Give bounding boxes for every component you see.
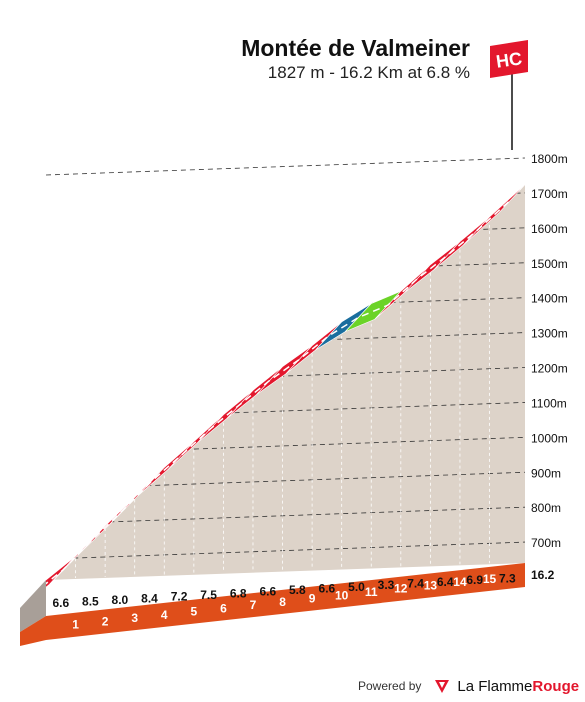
km-number-label: 13 bbox=[424, 579, 438, 593]
brand-name: La FlammeRouge bbox=[457, 678, 579, 695]
km-verticals bbox=[75, 218, 490, 578]
end-distance-label: 16.2 bbox=[531, 568, 555, 582]
altitude-tick-label: 1400m bbox=[531, 292, 568, 306]
km-number-label: 15 bbox=[483, 572, 497, 586]
base-side-band bbox=[20, 616, 46, 646]
altitude-tick-label: 1300m bbox=[531, 327, 568, 341]
km-gradient-label: 6.6 bbox=[259, 585, 276, 599]
km-number-label: 2 bbox=[102, 615, 109, 629]
km-number-labels: 1 2 3 4 5 6 7 8 9 10 11 12 13 14 15 bbox=[72, 572, 496, 632]
altitude-gridline bbox=[225, 402, 526, 414]
km-number-label: 7 bbox=[250, 598, 257, 612]
altitude-tick-label: 1500m bbox=[531, 257, 568, 271]
km-gradient-label: 7.5 bbox=[200, 588, 217, 602]
km-number-label: 5 bbox=[190, 605, 197, 619]
altitude-tick-label: 700m bbox=[531, 536, 561, 550]
flamme-rouge-logo-icon bbox=[435, 680, 450, 693]
km-gradient-label: 3.3 bbox=[378, 578, 395, 592]
km-number-label: 14 bbox=[453, 575, 467, 589]
km-gradient-label: 6.8 bbox=[230, 586, 247, 600]
altitude-gridline bbox=[109, 506, 526, 523]
altitude-tick-label: 1100m bbox=[531, 396, 567, 410]
km-number-label: 10 bbox=[335, 588, 349, 602]
km-gradient-label: 8.5 bbox=[82, 595, 99, 609]
altitude-gridline bbox=[73, 541, 526, 559]
km-gradient-label: 6.6 bbox=[52, 596, 69, 610]
km-gradient-label: 5.0 bbox=[348, 580, 365, 594]
km-gradient-label: 6.6 bbox=[319, 581, 336, 595]
altitude-tick-label: 1800m bbox=[531, 152, 568, 166]
altitude-tick-label: 800m bbox=[531, 501, 561, 515]
km-number-label: 12 bbox=[394, 582, 408, 596]
km-gradient-label: 8.4 bbox=[141, 591, 158, 605]
base-front-band bbox=[46, 563, 525, 640]
km-gradient-label: 7.4 bbox=[407, 577, 424, 591]
km-gradient-label: 5.8 bbox=[289, 583, 306, 597]
altitude-tick-label: 1700m bbox=[531, 187, 568, 201]
altitude-gridline bbox=[372, 297, 526, 304]
brand-name-second: Rouge bbox=[532, 677, 580, 695]
km-number-label: 11 bbox=[365, 585, 378, 599]
altitude-gridline bbox=[146, 471, 526, 487]
base-side-face bbox=[20, 580, 46, 632]
km-gradient-label: 6.4 bbox=[437, 575, 454, 589]
km-number-label: 1 bbox=[72, 618, 79, 632]
climb-title-block: Montée de Valmeiner 1827 m - 16.2 Km at … bbox=[241, 34, 470, 84]
altitude-gridline bbox=[45, 157, 526, 176]
altitude-tick-label: 900m bbox=[531, 466, 561, 480]
hc-badge-shape bbox=[490, 40, 528, 78]
km-gradient-labels: 6.6 8.5 8.0 8.4 7.2 7.5 6.8 6.6 5.8 6.6 5.0 3.3 7.4 6… bbox=[52, 571, 516, 610]
terrain-area bbox=[46, 184, 525, 580]
altitude-gridline bbox=[270, 367, 526, 377]
climb-title: Montée de Valmeiner bbox=[241, 35, 470, 61]
altitude-gridline bbox=[319, 332, 526, 341]
hc-category-badge: HC bbox=[490, 40, 528, 78]
altitude-gridline bbox=[428, 262, 526, 267]
altitude-tick-label: 1600m bbox=[531, 222, 568, 236]
km-number-label: 9 bbox=[309, 592, 316, 606]
km-gradient-label: 6.9 bbox=[466, 573, 483, 587]
altitude-gridline bbox=[184, 436, 526, 450]
hc-badge-label: HC bbox=[495, 48, 524, 71]
footer: Powered by La FlammeRouge bbox=[358, 676, 579, 696]
road-segment bbox=[463, 184, 526, 246]
altitude-tick-label: 1200m bbox=[531, 362, 568, 376]
brand-name-first: La Flamme bbox=[457, 677, 533, 695]
altitude-tick-label: 1000m bbox=[531, 431, 568, 445]
km-number-label: 4 bbox=[161, 608, 168, 622]
km-gradient-label: 8.0 bbox=[112, 593, 129, 607]
road-centerline bbox=[32, 198, 513, 595]
altitude-gridlines bbox=[45, 157, 526, 559]
km-gradient-label: 7.2 bbox=[171, 590, 188, 604]
climb-stats: 1827 m - 16.2 Km at 6.8 % bbox=[267, 63, 470, 82]
km-number-label: 3 bbox=[131, 611, 138, 625]
powered-by-label: Powered by bbox=[358, 679, 422, 693]
altitude-ticks: 700m 800m 900m 1000m 1100m 1200m 1300m 1400m 150… bbox=[531, 152, 568, 550]
km-number-label: 8 bbox=[279, 595, 286, 609]
km-number-label: 6 bbox=[220, 601, 227, 615]
km-gradient-label: 7.3 bbox=[499, 571, 516, 585]
